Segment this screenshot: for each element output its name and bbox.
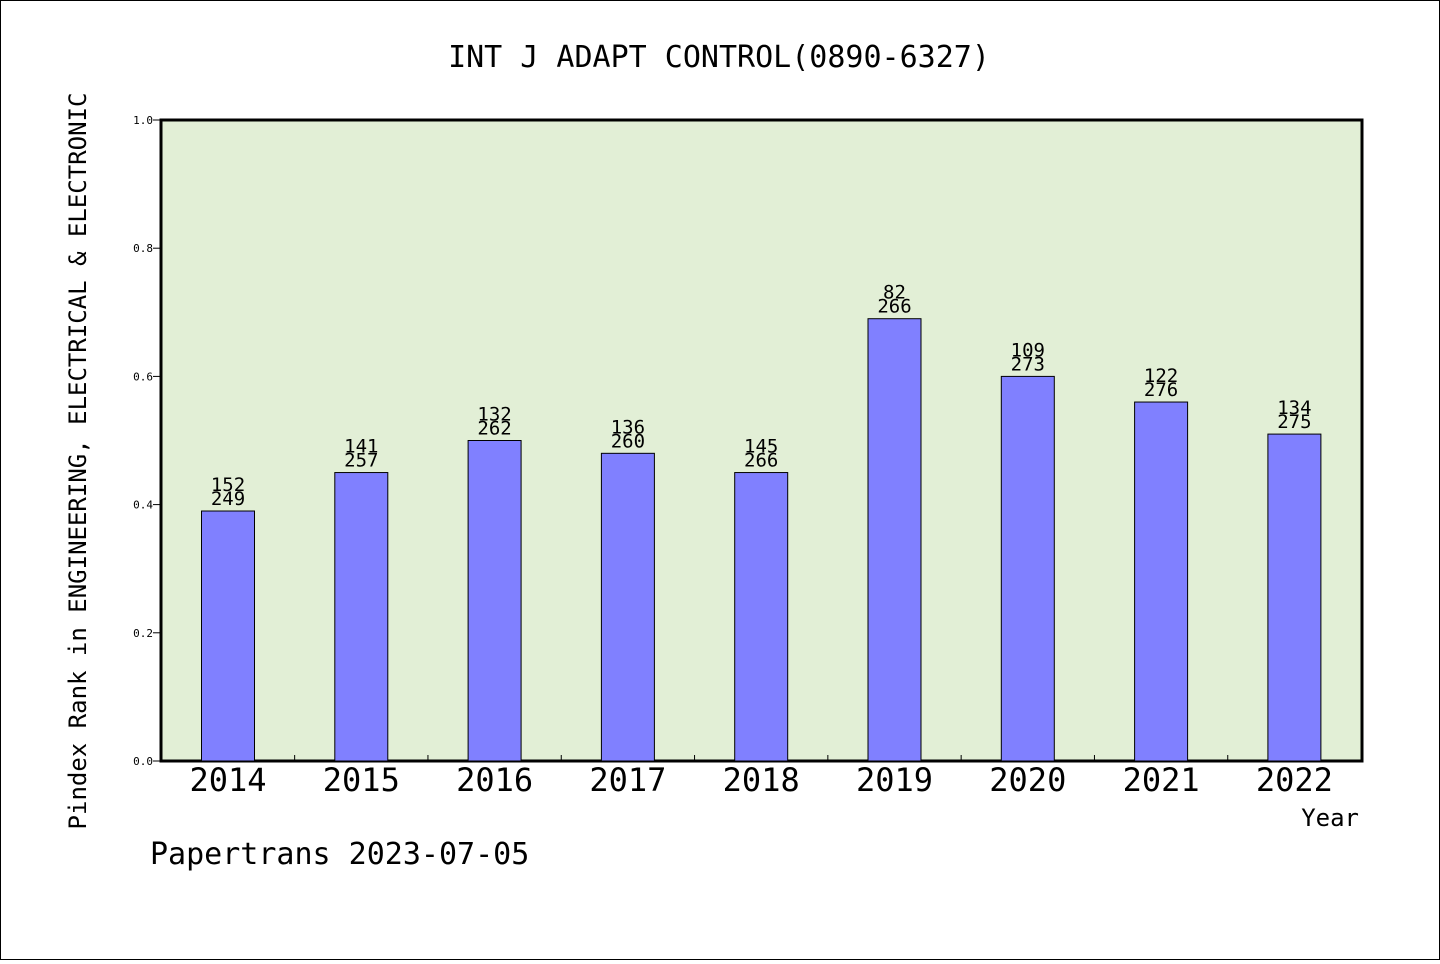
- y-axis-label: Pindex Rank in ENGINEERING, ELECTRICAL &…: [64, 93, 92, 830]
- bar-rank-label: 134: [1277, 397, 1311, 419]
- bar-2020: [1000, 375, 1055, 762]
- bar-total-label: 260: [611, 430, 645, 452]
- x-tick-label: 2019: [856, 761, 933, 799]
- bar-2019: [867, 318, 922, 762]
- bar-total-label: 266: [744, 450, 778, 472]
- y-tick-label: 0.2: [133, 627, 153, 640]
- x-tick-label: 2017: [589, 761, 666, 799]
- y-tick-label: 0.6: [133, 370, 153, 383]
- bar-rank-label: 109: [1011, 339, 1045, 361]
- x-axis-label: Year: [1301, 804, 1359, 832]
- x-tick-label: 2015: [323, 761, 400, 799]
- bar-rank-label: 141: [344, 436, 378, 458]
- bar-total-label: 266: [877, 296, 911, 318]
- y-tick-label: 0.0: [133, 755, 153, 768]
- bar-total-label: 273: [1011, 353, 1045, 375]
- bar-rank-label: 136: [611, 416, 645, 438]
- y-tick-label: 0.4: [133, 499, 153, 512]
- bar-rank-label: 152: [211, 474, 245, 496]
- x-tick-label: 2014: [189, 761, 266, 799]
- bar-total-label: 275: [1277, 411, 1311, 433]
- bar-2017: [600, 452, 655, 762]
- bar-rank-label: 122: [1144, 365, 1178, 387]
- bar-2014: [201, 510, 255, 762]
- chart-title: INT J ADAPT CONTROL(0890-6327): [448, 40, 990, 75]
- bar-2018: [734, 472, 789, 762]
- x-tick-label: 2018: [723, 761, 800, 799]
- x-tick-label: 2020: [989, 761, 1066, 799]
- x-tick-label: 2016: [456, 761, 533, 799]
- bar-rank-label: 145: [744, 436, 778, 458]
- bar-total-label: 262: [477, 418, 511, 440]
- bar-2015: [334, 472, 389, 762]
- x-tick-label: 2021: [1123, 761, 1200, 799]
- y-tick-label: 1.0: [133, 114, 153, 127]
- y-tick-label: 0.8: [133, 242, 153, 255]
- bar-2021: [1134, 401, 1189, 762]
- bar-2022: [1267, 433, 1322, 762]
- bar-total-label: 249: [211, 488, 245, 510]
- footer-source-date: Papertrans 2023-07-05: [150, 837, 529, 872]
- bar-rank-label: 132: [477, 404, 511, 426]
- bar-total-label: 276: [1144, 379, 1178, 401]
- bar-2016: [467, 440, 522, 762]
- bar-rank-label: 82: [883, 282, 906, 304]
- bar-total-label: 257: [344, 450, 378, 472]
- x-tick-label: 2022: [1256, 761, 1333, 799]
